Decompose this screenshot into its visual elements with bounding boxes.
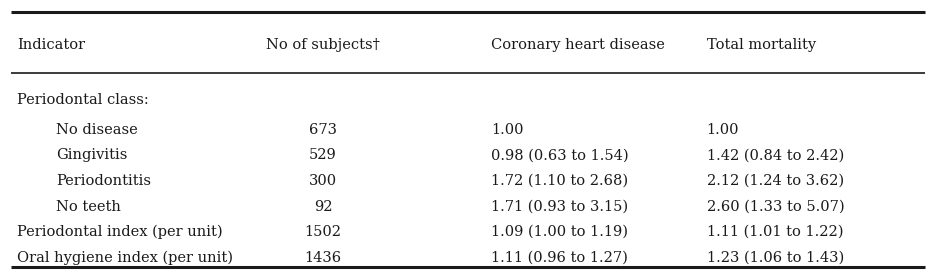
Text: No of subjects†: No of subjects†: [266, 39, 380, 52]
Text: 1502: 1502: [304, 225, 342, 239]
Text: No teeth: No teeth: [56, 200, 121, 213]
Text: No disease: No disease: [56, 123, 138, 137]
Text: 92: 92: [314, 200, 332, 213]
Text: 300: 300: [309, 174, 337, 188]
Text: 1.11 (0.96 to 1.27): 1.11 (0.96 to 1.27): [491, 251, 628, 265]
Text: Gingivitis: Gingivitis: [56, 148, 127, 162]
Text: Indicator: Indicator: [17, 39, 85, 52]
Text: Periodontal class:: Periodontal class:: [17, 94, 149, 107]
Text: 2.60 (1.33 to 5.07): 2.60 (1.33 to 5.07): [707, 200, 844, 213]
Text: 529: 529: [309, 148, 337, 162]
Text: 2.12 (1.24 to 3.62): 2.12 (1.24 to 3.62): [707, 174, 844, 188]
Text: 673: 673: [309, 123, 337, 137]
Text: Oral hygiene index (per unit): Oral hygiene index (per unit): [17, 251, 233, 265]
Text: Coronary heart disease: Coronary heart disease: [491, 39, 665, 52]
Text: 1.42 (0.84 to 2.42): 1.42 (0.84 to 2.42): [707, 148, 844, 162]
Text: 1.23 (1.06 to 1.43): 1.23 (1.06 to 1.43): [707, 251, 844, 265]
Text: Total mortality: Total mortality: [707, 39, 816, 52]
Text: 1.11 (1.01 to 1.22): 1.11 (1.01 to 1.22): [707, 225, 843, 239]
Text: 1.09 (1.00 to 1.19): 1.09 (1.00 to 1.19): [491, 225, 628, 239]
Text: 1.00: 1.00: [707, 123, 739, 137]
Text: 1436: 1436: [304, 251, 342, 265]
Text: 1.71 (0.93 to 3.15): 1.71 (0.93 to 3.15): [491, 200, 629, 213]
Text: Periodontitis: Periodontitis: [56, 174, 151, 188]
Text: 1.72 (1.10 to 2.68): 1.72 (1.10 to 2.68): [491, 174, 629, 188]
Text: 1.00: 1.00: [491, 123, 524, 137]
Text: 0.98 (0.63 to 1.54): 0.98 (0.63 to 1.54): [491, 148, 629, 162]
Text: Periodontal index (per unit): Periodontal index (per unit): [17, 225, 223, 239]
